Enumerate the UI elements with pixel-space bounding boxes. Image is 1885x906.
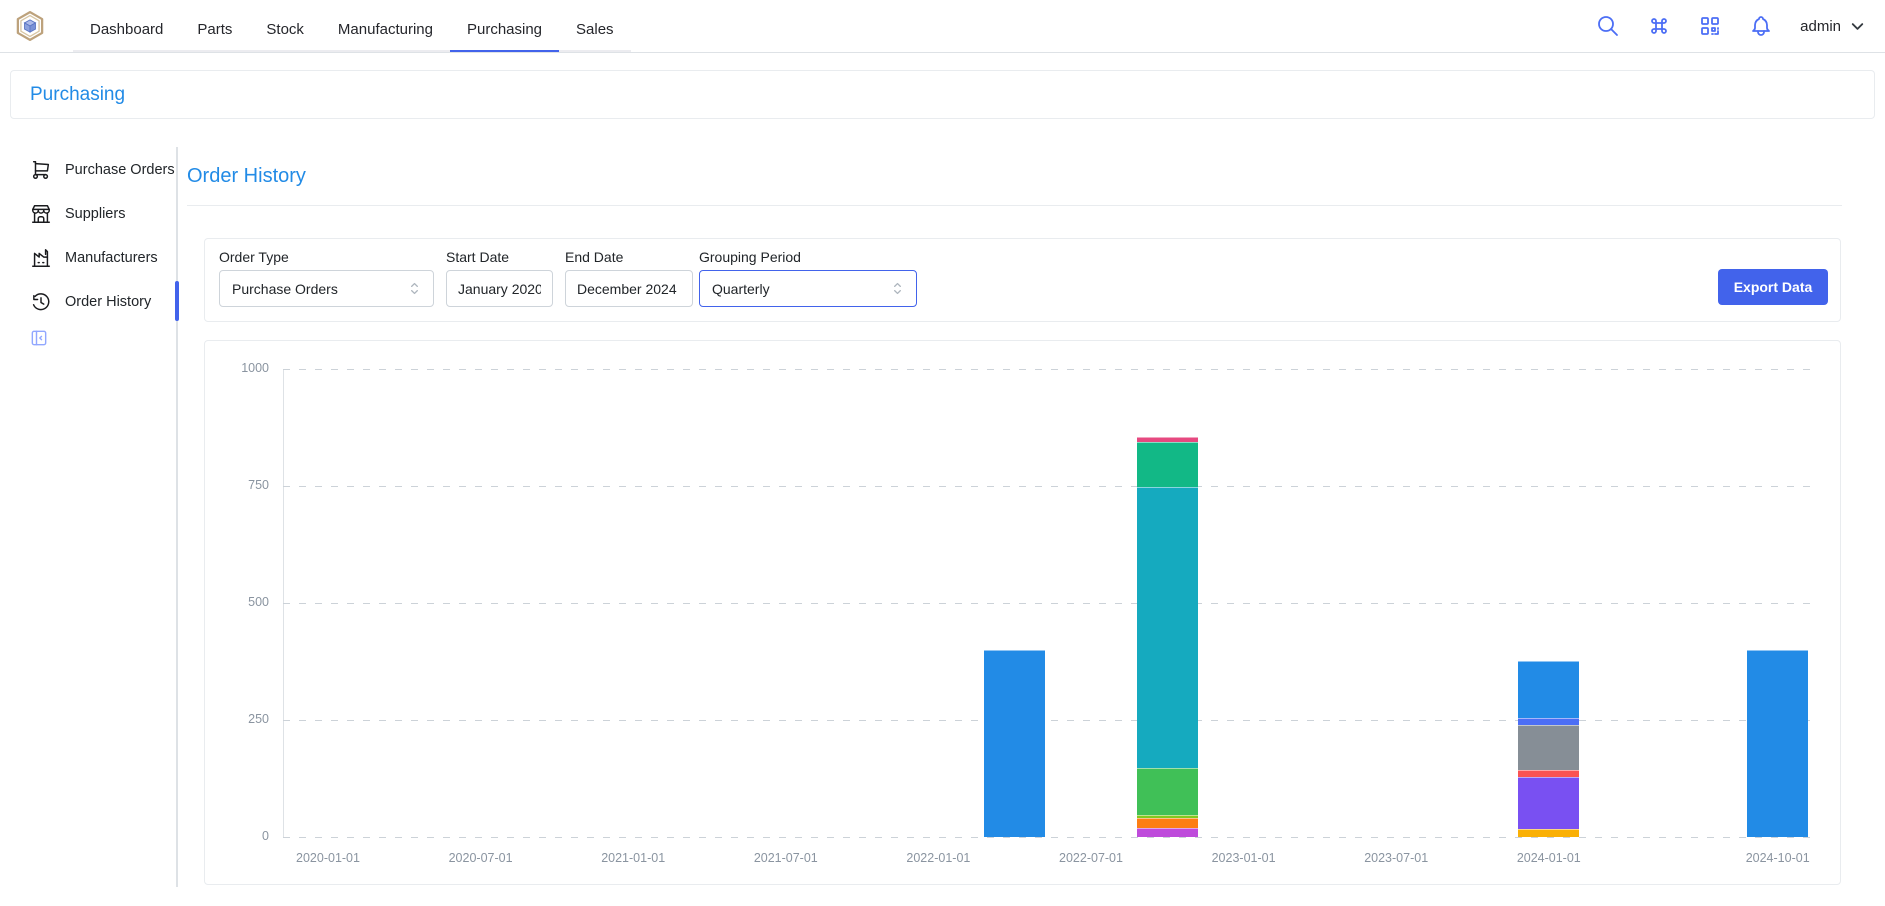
x-tick-label: 2021-01-01 bbox=[573, 851, 693, 865]
bar-segment[interactable] bbox=[1518, 777, 1579, 829]
order-history-chart: 0 250 500 750 1000 2020-01-01 2020-07-01 2021-0… bbox=[205, 341, 1840, 884]
purchasing-page: DashboardPartsStockManufacturingPurchasi… bbox=[0, 0, 1885, 906]
order-type-label: Order Type bbox=[219, 249, 434, 265]
sidebar-item-order-history[interactable]: Order History bbox=[30, 284, 170, 320]
sidebar-item-label: Manufacturers bbox=[65, 250, 158, 266]
tab-purchasing[interactable]: Purchasing bbox=[450, 9, 559, 52]
bar-segment[interactable] bbox=[1747, 650, 1808, 837]
bar-2024-10-01[interactable] bbox=[1747, 650, 1808, 837]
building-store-icon bbox=[30, 203, 52, 225]
filter-panel: Order Type Purchase Orders Start Date En… bbox=[204, 238, 1841, 322]
header-actions: admin bbox=[1596, 14, 1867, 38]
bar-segment[interactable] bbox=[984, 650, 1045, 837]
bar-2024-01-01[interactable] bbox=[1518, 661, 1579, 837]
x-tick-label: 2022-01-01 bbox=[878, 851, 998, 865]
grouping-period-group: Grouping Period Quarterly bbox=[699, 249, 917, 307]
x-tick-label: 2022-07-01 bbox=[1031, 851, 1151, 865]
start-date-label: Start Date bbox=[446, 249, 553, 265]
bell-icon[interactable] bbox=[1749, 14, 1773, 38]
bar-segment[interactable] bbox=[1518, 718, 1579, 725]
x-tick-label: 2024-01-01 bbox=[1489, 851, 1609, 865]
shopping-cart-icon bbox=[30, 159, 52, 181]
end-date-group: End Date bbox=[565, 249, 693, 307]
selector-icon bbox=[406, 280, 423, 297]
x-tick-label: 2024-10-01 bbox=[1718, 851, 1838, 865]
app-header: DashboardPartsStockManufacturingPurchasi… bbox=[0, 0, 1885, 53]
breadcrumb: Purchasing bbox=[10, 70, 1875, 119]
sidebar-active-indicator bbox=[175, 281, 179, 321]
bar-segment[interactable] bbox=[1137, 768, 1198, 815]
bar-segment[interactable] bbox=[1137, 818, 1198, 827]
bar-segment[interactable] bbox=[1518, 770, 1579, 777]
app-logo-icon[interactable] bbox=[13, 9, 47, 43]
gridline-y-750 bbox=[283, 486, 1815, 487]
page-title: Order History bbox=[187, 165, 306, 188]
gridline-y-1000 bbox=[283, 369, 1815, 370]
start-date-group: Start Date bbox=[446, 249, 553, 307]
sidebar-item-purchase-orders[interactable]: Purchase Orders bbox=[30, 152, 170, 188]
bar-segment[interactable] bbox=[1518, 725, 1579, 770]
bar-segment[interactable] bbox=[1137, 487, 1198, 768]
grouping-period-label: Grouping Period bbox=[699, 249, 917, 265]
tab-dashboard[interactable]: Dashboard bbox=[73, 9, 180, 52]
sidebar-item-suppliers[interactable]: Suppliers bbox=[30, 196, 170, 232]
tab-stock[interactable]: Stock bbox=[249, 9, 321, 52]
x-tick-label: 2020-07-01 bbox=[421, 851, 541, 865]
x-tick-label: 2020-01-01 bbox=[268, 851, 388, 865]
x-tick-label: 2021-07-01 bbox=[726, 851, 846, 865]
y-tick-label: 750 bbox=[219, 478, 269, 492]
y-tick-label: 1000 bbox=[219, 361, 269, 375]
title-divider bbox=[187, 205, 1842, 206]
order-history-chart-card: 0 250 500 750 1000 2020-01-01 2020-07-01 2021-0… bbox=[204, 340, 1841, 885]
bar-segment[interactable] bbox=[1518, 829, 1579, 837]
start-date-input[interactable] bbox=[446, 270, 553, 307]
breadcrumb-purchasing-link[interactable]: Purchasing bbox=[30, 84, 125, 106]
chevron-down-icon bbox=[1848, 17, 1867, 36]
y-tick-label: 500 bbox=[219, 595, 269, 609]
layout-sidebar-icon[interactable] bbox=[29, 328, 49, 348]
export-data-button[interactable]: Export Data bbox=[1718, 269, 1828, 305]
factory-icon bbox=[30, 247, 52, 269]
history-icon bbox=[30, 291, 52, 313]
order-type-select[interactable]: Purchase Orders bbox=[219, 270, 434, 307]
tab-parts[interactable]: Parts bbox=[180, 9, 249, 52]
bar-2022-04-01[interactable] bbox=[984, 650, 1045, 837]
sidebar-divider bbox=[176, 147, 178, 887]
order-type-group: Order Type Purchase Orders bbox=[219, 249, 434, 307]
end-date-input[interactable] bbox=[565, 270, 693, 307]
qrcode-icon[interactable] bbox=[1698, 14, 1722, 38]
sidebar-item-label: Purchase Orders bbox=[65, 162, 175, 178]
user-name: admin bbox=[1800, 18, 1841, 35]
x-tick-label: 2023-07-01 bbox=[1336, 851, 1456, 865]
sidebar: Purchase Orders Suppliers Manufacturers Ord… bbox=[30, 152, 170, 328]
tab-sales[interactable]: Sales bbox=[559, 9, 631, 52]
gridline-y-0 bbox=[283, 837, 1815, 838]
sidebar-item-manufacturers[interactable]: Manufacturers bbox=[30, 240, 170, 276]
gridline-y-250 bbox=[283, 720, 1815, 721]
bar-segment[interactable] bbox=[1518, 661, 1579, 718]
end-date-label: End Date bbox=[565, 249, 693, 265]
grouping-period-select[interactable]: Quarterly bbox=[699, 270, 917, 307]
gridline-y-500 bbox=[283, 603, 1815, 604]
bar-segment[interactable] bbox=[1137, 442, 1198, 486]
sidebar-item-label: Suppliers bbox=[65, 206, 125, 222]
bar-2022-10-01[interactable] bbox=[1137, 437, 1198, 837]
selector-icon bbox=[889, 280, 906, 297]
y-tick-label: 250 bbox=[219, 712, 269, 726]
main-nav-tabs: DashboardPartsStockManufacturingPurchasi… bbox=[73, 9, 631, 52]
tab-manufacturing[interactable]: Manufacturing bbox=[321, 9, 450, 52]
command-icon[interactable] bbox=[1647, 14, 1671, 38]
y-tick-label: 0 bbox=[219, 829, 269, 843]
user-menu[interactable]: admin bbox=[1800, 17, 1867, 36]
search-icon[interactable] bbox=[1596, 14, 1620, 38]
bar-segment[interactable] bbox=[1137, 828, 1198, 837]
sidebar-item-label: Order History bbox=[65, 294, 151, 310]
x-tick-label: 2023-01-01 bbox=[1184, 851, 1304, 865]
